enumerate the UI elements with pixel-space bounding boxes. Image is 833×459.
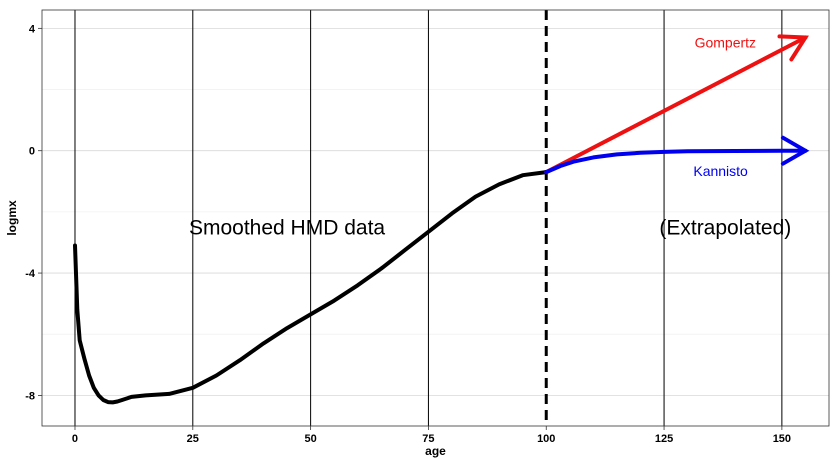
annotations: Gompertz Kannisto Smoothed HMD data (Extrap… bbox=[189, 34, 791, 239]
arrow-head-2 bbox=[780, 135, 810, 166]
x-axis-title: age bbox=[425, 444, 446, 458]
grid bbox=[42, 27, 829, 396]
annotation-label: (Extrapolated) bbox=[659, 216, 791, 239]
y-tick-label: -4 bbox=[25, 268, 36, 280]
x-tick-label: 75 bbox=[422, 433, 434, 445]
x-tick-label: 25 bbox=[187, 433, 199, 445]
series-group bbox=[73, 34, 810, 405]
y-tick-label: -8 bbox=[25, 390, 35, 402]
annotation-label: Gompertz bbox=[695, 34, 756, 50]
x-tick-label: 0 bbox=[72, 433, 78, 445]
x-tick-label: 150 bbox=[773, 433, 791, 445]
series-line-0 bbox=[73, 170, 549, 405]
arrow-head-1 bbox=[777, 34, 809, 62]
x-tick-label: 100 bbox=[537, 433, 555, 445]
y-tick-label: 0 bbox=[29, 146, 35, 158]
series-line-1 bbox=[544, 35, 808, 175]
y-tick-label: 4 bbox=[29, 23, 36, 35]
annotation-label: Smoothed HMD data bbox=[189, 216, 385, 239]
annotation-label: Kannisto bbox=[693, 163, 748, 179]
y-axis-title: logmx bbox=[5, 200, 19, 236]
series-line-2 bbox=[544, 148, 808, 175]
vertical-lines bbox=[74, 10, 783, 426]
axis-ticks: 0 25 50 75 100 125 150 -8 -4 0 4 bbox=[25, 23, 791, 445]
x-tick-label: 50 bbox=[304, 433, 316, 445]
panel-border bbox=[41, 9, 830, 427]
x-tick-label: 125 bbox=[655, 433, 673, 445]
